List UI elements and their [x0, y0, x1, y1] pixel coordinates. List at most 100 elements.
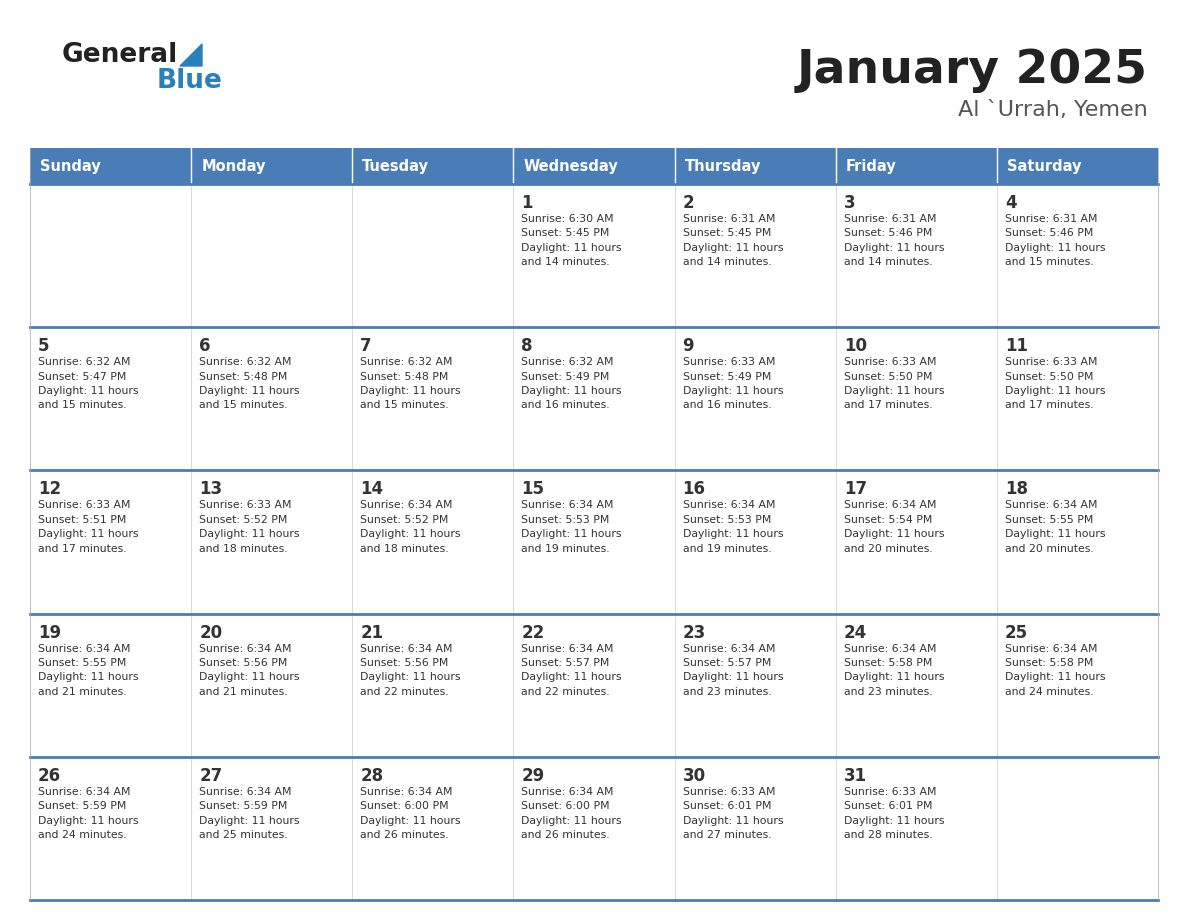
Bar [353, 148, 513, 184]
Text: Sunrise: 6:34 AM
Sunset: 5:58 PM
Daylight: 11 hours
and 23 minutes.: Sunrise: 6:34 AM Sunset: 5:58 PM Dayligh… [843, 644, 944, 697]
Text: 23: 23 [683, 623, 706, 642]
Text: 3: 3 [843, 194, 855, 212]
Text: 9: 9 [683, 337, 694, 355]
Text: 7: 7 [360, 337, 372, 355]
Text: 10: 10 [843, 337, 867, 355]
Bar [191, 148, 353, 184]
Bar [353, 327, 513, 470]
Text: 30: 30 [683, 767, 706, 785]
Text: Monday: Monday [201, 159, 266, 174]
Text: 19: 19 [38, 623, 61, 642]
Bar [835, 184, 997, 327]
Text: Al `Urrah, Yemen: Al `Urrah, Yemen [959, 100, 1148, 120]
Text: Sunrise: 6:34 AM
Sunset: 5:55 PM
Daylight: 11 hours
and 20 minutes.: Sunrise: 6:34 AM Sunset: 5:55 PM Dayligh… [1005, 500, 1105, 554]
Text: 25: 25 [1005, 623, 1028, 642]
Text: 2: 2 [683, 194, 694, 212]
Text: Sunrise: 6:32 AM
Sunset: 5:48 PM
Daylight: 11 hours
and 15 minutes.: Sunrise: 6:32 AM Sunset: 5:48 PM Dayligh… [200, 357, 299, 410]
Bar [30, 327, 191, 470]
Text: Sunrise: 6:32 AM
Sunset: 5:47 PM
Daylight: 11 hours
and 15 minutes.: Sunrise: 6:32 AM Sunset: 5:47 PM Dayligh… [38, 357, 139, 410]
Text: Sunrise: 6:32 AM
Sunset: 5:49 PM
Daylight: 11 hours
and 16 minutes.: Sunrise: 6:32 AM Sunset: 5:49 PM Dayligh… [522, 357, 623, 410]
Bar [675, 470, 835, 613]
Bar [30, 613, 191, 756]
Text: 28: 28 [360, 767, 384, 785]
Text: Sunrise: 6:34 AM
Sunset: 5:53 PM
Daylight: 11 hours
and 19 minutes.: Sunrise: 6:34 AM Sunset: 5:53 PM Dayligh… [683, 500, 783, 554]
Text: Sunrise: 6:34 AM
Sunset: 5:52 PM
Daylight: 11 hours
and 18 minutes.: Sunrise: 6:34 AM Sunset: 5:52 PM Dayligh… [360, 500, 461, 554]
Bar [30, 148, 191, 184]
Text: 22: 22 [522, 623, 544, 642]
Text: Sunrise: 6:33 AM
Sunset: 5:52 PM
Daylight: 11 hours
and 18 minutes.: Sunrise: 6:33 AM Sunset: 5:52 PM Dayligh… [200, 500, 299, 554]
Bar [353, 184, 513, 327]
Text: Wednesday: Wednesday [524, 159, 618, 174]
Bar [191, 327, 353, 470]
Bar [353, 470, 513, 613]
Text: Sunrise: 6:31 AM
Sunset: 5:45 PM
Daylight: 11 hours
and 14 minutes.: Sunrise: 6:31 AM Sunset: 5:45 PM Dayligh… [683, 214, 783, 267]
Text: Sunrise: 6:34 AM
Sunset: 5:57 PM
Daylight: 11 hours
and 22 minutes.: Sunrise: 6:34 AM Sunset: 5:57 PM Dayligh… [522, 644, 623, 697]
Text: Sunday: Sunday [40, 159, 101, 174]
Text: Sunrise: 6:34 AM
Sunset: 5:53 PM
Daylight: 11 hours
and 19 minutes.: Sunrise: 6:34 AM Sunset: 5:53 PM Dayligh… [522, 500, 623, 554]
Bar [513, 327, 675, 470]
Text: Sunrise: 6:30 AM
Sunset: 5:45 PM
Daylight: 11 hours
and 14 minutes.: Sunrise: 6:30 AM Sunset: 5:45 PM Dayligh… [522, 214, 623, 267]
Bar [997, 327, 1158, 470]
Text: 4: 4 [1005, 194, 1017, 212]
Text: 24: 24 [843, 623, 867, 642]
Bar [513, 613, 675, 756]
Text: 5: 5 [38, 337, 50, 355]
Text: Sunrise: 6:31 AM
Sunset: 5:46 PM
Daylight: 11 hours
and 14 minutes.: Sunrise: 6:31 AM Sunset: 5:46 PM Dayligh… [843, 214, 944, 267]
Text: Sunrise: 6:33 AM
Sunset: 5:49 PM
Daylight: 11 hours
and 16 minutes.: Sunrise: 6:33 AM Sunset: 5:49 PM Dayligh… [683, 357, 783, 410]
Text: Sunrise: 6:34 AM
Sunset: 5:59 PM
Daylight: 11 hours
and 25 minutes.: Sunrise: 6:34 AM Sunset: 5:59 PM Dayligh… [200, 787, 299, 840]
Bar [997, 756, 1158, 900]
Bar [353, 613, 513, 756]
Text: Sunrise: 6:34 AM
Sunset: 5:56 PM
Daylight: 11 hours
and 21 minutes.: Sunrise: 6:34 AM Sunset: 5:56 PM Dayligh… [200, 644, 299, 697]
Bar [513, 470, 675, 613]
Text: 18: 18 [1005, 480, 1028, 498]
Bar [835, 148, 997, 184]
Bar [997, 470, 1158, 613]
Bar [191, 184, 353, 327]
Text: Sunrise: 6:33 AM
Sunset: 5:51 PM
Daylight: 11 hours
and 17 minutes.: Sunrise: 6:33 AM Sunset: 5:51 PM Dayligh… [38, 500, 139, 554]
Bar [30, 756, 191, 900]
Text: Sunrise: 6:33 AM
Sunset: 6:01 PM
Daylight: 11 hours
and 28 minutes.: Sunrise: 6:33 AM Sunset: 6:01 PM Dayligh… [843, 787, 944, 840]
Bar [191, 613, 353, 756]
Bar [997, 184, 1158, 327]
Text: 17: 17 [843, 480, 867, 498]
Text: Friday: Friday [846, 159, 897, 174]
Bar [675, 148, 835, 184]
Text: 15: 15 [522, 480, 544, 498]
Bar [353, 756, 513, 900]
Bar [30, 184, 191, 327]
Bar [675, 327, 835, 470]
Text: 8: 8 [522, 337, 533, 355]
Text: Sunrise: 6:34 AM
Sunset: 6:00 PM
Daylight: 11 hours
and 26 minutes.: Sunrise: 6:34 AM Sunset: 6:00 PM Dayligh… [522, 787, 623, 840]
Text: General: General [62, 42, 178, 68]
Text: 26: 26 [38, 767, 61, 785]
Bar [513, 184, 675, 327]
Bar [835, 470, 997, 613]
Text: Sunrise: 6:34 AM
Sunset: 5:54 PM
Daylight: 11 hours
and 20 minutes.: Sunrise: 6:34 AM Sunset: 5:54 PM Dayligh… [843, 500, 944, 554]
Bar [191, 470, 353, 613]
Text: Tuesday: Tuesday [362, 159, 429, 174]
Bar [675, 184, 835, 327]
Text: 6: 6 [200, 337, 210, 355]
Text: Blue: Blue [157, 68, 223, 94]
Text: 13: 13 [200, 480, 222, 498]
Text: 16: 16 [683, 480, 706, 498]
Text: 20: 20 [200, 623, 222, 642]
Text: 11: 11 [1005, 337, 1028, 355]
Bar [997, 148, 1158, 184]
Text: Sunrise: 6:33 AM
Sunset: 6:01 PM
Daylight: 11 hours
and 27 minutes.: Sunrise: 6:33 AM Sunset: 6:01 PM Dayligh… [683, 787, 783, 840]
Bar [997, 613, 1158, 756]
Text: Sunrise: 6:33 AM
Sunset: 5:50 PM
Daylight: 11 hours
and 17 minutes.: Sunrise: 6:33 AM Sunset: 5:50 PM Dayligh… [1005, 357, 1105, 410]
Text: Sunrise: 6:34 AM
Sunset: 6:00 PM
Daylight: 11 hours
and 26 minutes.: Sunrise: 6:34 AM Sunset: 6:00 PM Dayligh… [360, 787, 461, 840]
Text: 29: 29 [522, 767, 544, 785]
Text: Sunrise: 6:34 AM
Sunset: 5:55 PM
Daylight: 11 hours
and 21 minutes.: Sunrise: 6:34 AM Sunset: 5:55 PM Dayligh… [38, 644, 139, 697]
Text: Sunrise: 6:34 AM
Sunset: 5:56 PM
Daylight: 11 hours
and 22 minutes.: Sunrise: 6:34 AM Sunset: 5:56 PM Dayligh… [360, 644, 461, 697]
Bar [835, 613, 997, 756]
Text: Sunrise: 6:34 AM
Sunset: 5:58 PM
Daylight: 11 hours
and 24 minutes.: Sunrise: 6:34 AM Sunset: 5:58 PM Dayligh… [1005, 644, 1105, 697]
Text: 21: 21 [360, 623, 384, 642]
Bar [835, 327, 997, 470]
Bar [835, 756, 997, 900]
Text: 27: 27 [200, 767, 222, 785]
Text: 14: 14 [360, 480, 384, 498]
Text: Sunrise: 6:34 AM
Sunset: 5:57 PM
Daylight: 11 hours
and 23 minutes.: Sunrise: 6:34 AM Sunset: 5:57 PM Dayligh… [683, 644, 783, 697]
Bar [30, 470, 191, 613]
